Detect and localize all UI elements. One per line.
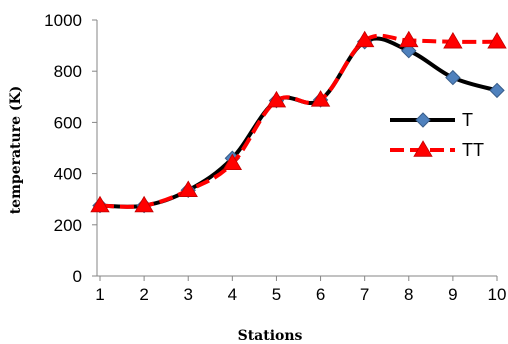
series-t [92, 34, 505, 214]
data-point-t [489, 82, 505, 99]
legend: TTT [390, 110, 484, 160]
y-axis-title: temperature (K) [8, 86, 24, 215]
data-point-t [445, 69, 461, 86]
data-point-tt [354, 30, 375, 48]
y-tick-label: 0 [73, 267, 82, 286]
y-ticks: 0 200 400 600 800 1000 [44, 11, 97, 286]
data-point-tt [90, 195, 110, 213]
series-layer [90, 30, 507, 214]
x-tick-label: 6 [316, 285, 325, 304]
y-tick-label: 200 [54, 216, 82, 235]
x-ticks: 1 2 3 4 5 6 7 8 9 10 [95, 276, 506, 304]
data-point-tt [134, 195, 154, 213]
y-tick-label: 800 [54, 62, 82, 81]
axes [96, 20, 497, 277]
data-point-tt [222, 153, 243, 171]
x-tick-label: 3 [183, 285, 192, 304]
data-point-tt [266, 90, 287, 108]
x-tick-label: 1 [95, 285, 104, 304]
data-point-tt [310, 90, 331, 107]
x-tick-label: 2 [139, 285, 148, 304]
data-point-tt [443, 31, 463, 49]
data-point-tt [487, 31, 507, 49]
series-line-tt [99, 33, 498, 209]
x-axis-title: Stations [238, 328, 303, 344]
legend-label-t: T [462, 110, 473, 130]
data-point-t [401, 43, 417, 59]
data-point-tt [399, 30, 419, 48]
y-tick-label: 400 [54, 165, 82, 184]
legend-label-tt: TT [462, 140, 484, 160]
data-point-tt [178, 180, 198, 197]
y-tick-label: 1000 [44, 11, 82, 30]
x-tick-label: 7 [360, 285, 369, 304]
y-tick-label: 600 [54, 113, 82, 132]
x-tick-label: 4 [228, 285, 237, 304]
x-tick-label: 5 [272, 285, 281, 304]
x-tick-label: 8 [404, 285, 413, 304]
series-tt [90, 30, 507, 213]
x-tick-label: 10 [488, 285, 507, 304]
series-line-t [99, 36, 498, 209]
legend-marker-tt [413, 140, 433, 157]
x-tick-label: 9 [448, 285, 457, 304]
legend-marker-t [415, 112, 431, 128]
